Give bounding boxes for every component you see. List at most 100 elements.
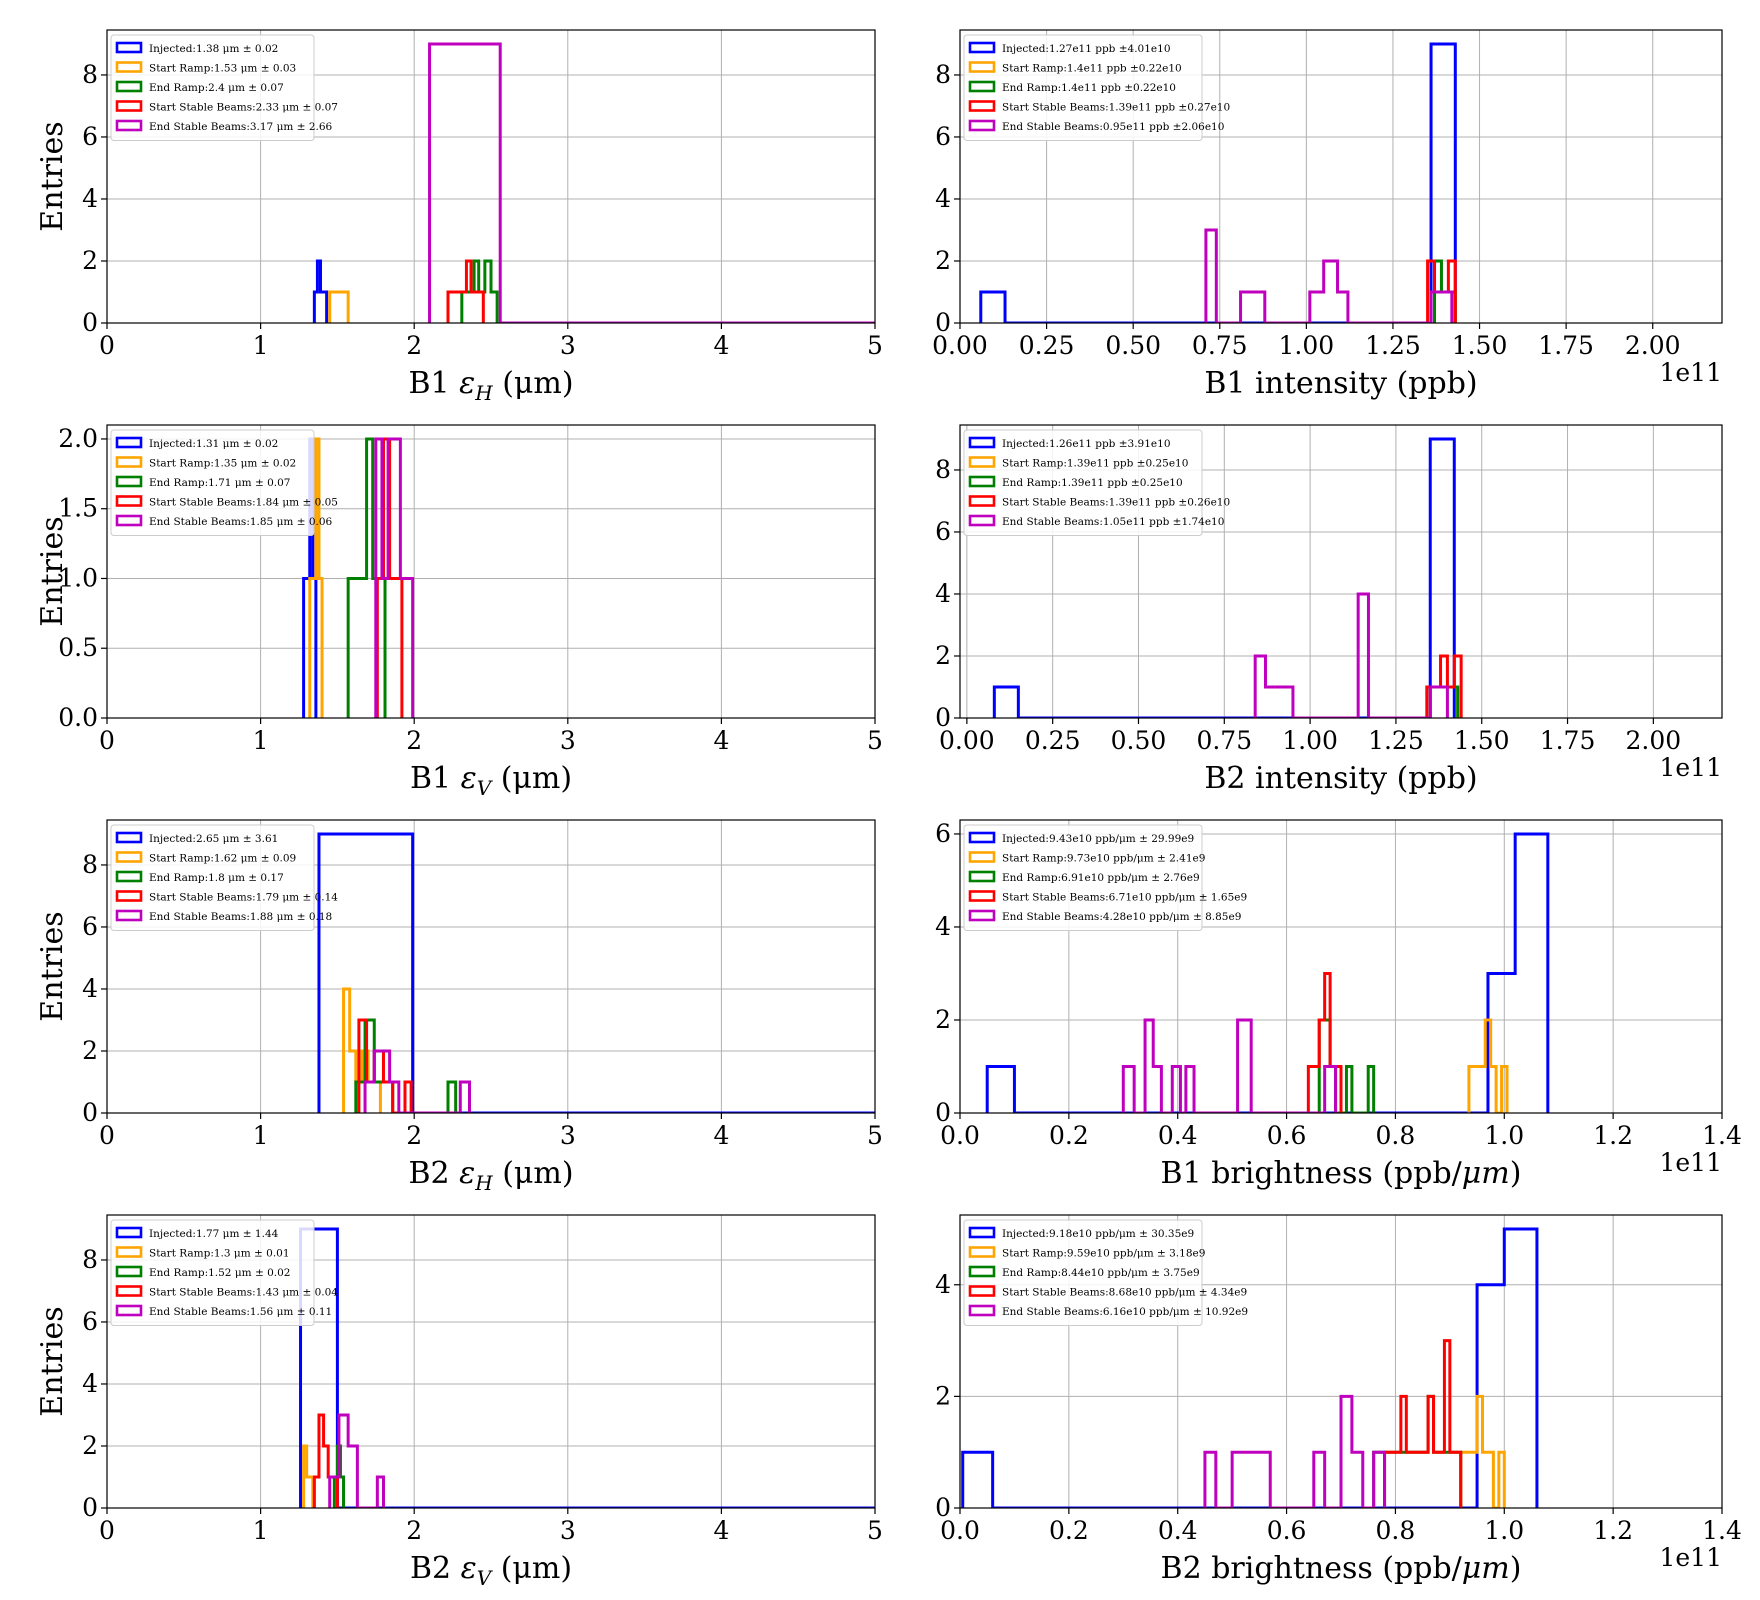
bars-group [302,437,415,718]
y-tick-label: 0 [935,1098,951,1127]
legend-swatch [968,100,996,112]
histogram-injected [979,42,1457,323]
x-tick-label: 5 [867,726,883,755]
legend-swatch [968,831,996,844]
y-tick-label: 6 [935,122,951,151]
x-axis-label: B2 εV (μm) [410,1551,572,1590]
legend-swatch [115,100,143,112]
histogram-injected [312,259,329,323]
x-tick-label: 0.0 [940,1121,980,1150]
plot-frame [959,819,1723,1114]
x-tick-label: 1 [253,1121,269,1150]
legend-entry: Injected:1.38 μm ± 0.02 [149,43,278,55]
legend-swatch [115,475,143,488]
legend-swatch [968,909,996,922]
y-tick-label: 8 [935,455,951,484]
subplot-7: 0 1 2 3 4 5 0 2 4 6 8 B2 εV (μm) Entries Injected:1.7… [35,1214,883,1590]
legend-entry: End Stable Beams:0.95e11 ppb ±2.06e10 [1002,121,1224,133]
legend-entry: Start Ramp:1.62 μm ± 0.09 [149,853,296,865]
x-tick-label: 3 [560,726,576,755]
x-tick-label: 1.25 [1365,331,1421,360]
y-tick-label: 2 [82,1431,98,1460]
x-tick-label: 2.00 [1625,331,1681,360]
legend-entry: End Stable Beams:1.88 μm ± 0.18 [149,911,332,923]
x-tick-label: 1.2 [1593,1516,1633,1545]
legend-swatch [968,514,996,527]
legend-swatch [115,909,143,922]
bars-group [317,832,875,1113]
x-axis-label: B1 εH (μm) [408,366,573,405]
legend-swatch [115,1304,143,1317]
histogram-end-stable-beams [1204,228,1454,323]
legend-entry: Injected:9.43e10 ppb/μm ± 29.99e9 [1002,833,1194,845]
subplot-8: 0.0 0.2 0.4 0.6 0.8 1.0 1.2 1.4 0 2 4 B2 brightness… [935,1214,1742,1586]
x-tick-label: 2 [406,1516,422,1545]
histogram-start-ramp [1459,1394,1506,1508]
legend-entry: Start Ramp:1.53 μm ± 0.03 [149,63,296,75]
y-tick-label: 2 [935,1381,951,1410]
x-tick-label: 0.8 [1376,1516,1416,1545]
legend-swatch [115,851,143,863]
legend-swatch [115,1265,143,1278]
y-tick-label: 4 [82,974,98,1003]
x-tick-label: 1.0 [1484,1516,1524,1545]
axis-offset-text: 1e11 [1659,358,1722,387]
legend-swatch [115,1226,143,1239]
x-tick-label: 5 [867,331,883,360]
x-tick-label: 0.00 [932,331,988,360]
y-tick-label: 6 [82,912,98,941]
legend-swatch [115,61,143,73]
legend-entry: Start Ramp:1.3 μm ± 0.01 [149,1248,290,1260]
x-tick-label: 3 [560,1121,576,1150]
legend-box [963,1219,1203,1326]
legend-swatch [968,1246,996,1258]
y-tick-label: 2 [935,641,951,670]
legend-entry: Injected:1.27e11 ppb ±4.01e10 [1002,43,1171,55]
plot-frame [106,424,876,719]
legend-entry: End Ramp:8.44e10 ppb/μm ± 3.75e9 [1002,1267,1200,1279]
legend-entry: Start Ramp:1.35 μm ± 0.02 [149,458,296,470]
y-tick-label: 2 [82,246,98,275]
x-tick-label: 3 [560,1516,576,1545]
x-tick-label: 0 [99,1516,115,1545]
y-tick-label: 6 [935,819,951,848]
legend-entry: End Ramp:1.52 μm ± 0.02 [149,1267,290,1279]
legend-swatch [115,831,143,844]
legend-swatch [968,1285,996,1297]
legend-swatch [968,41,996,54]
y-axis-label: Entries [35,121,70,231]
x-tick-label: 0.2 [1049,1516,1089,1545]
legend-entry: Injected:1.31 μm ± 0.02 [149,438,278,450]
legend-swatch [115,1246,143,1258]
legend-entry: End Ramp:1.8 μm ± 0.17 [149,872,284,884]
x-axis-label: B1 intensity (ppb) [1204,366,1477,401]
legend-swatch [115,41,143,54]
x-tick-label: 0.75 [1192,331,1248,360]
subplot-2: 0.00 0.25 0.50 0.75 1.00 1.25 1.50 1.75 2.00 0 2 4 6… [932,29,1723,401]
legend-entry: Injected:9.18e10 ppb/μm ± 30.35e9 [1002,1228,1194,1240]
legend-swatch [968,870,996,883]
subplot-6: 0.0 0.2 0.4 0.6 0.8 1.0 1.2 1.4 0 2 4 6 B1 brightnes… [935,819,1742,1191]
histogram-end-ramp [1317,1018,1376,1113]
x-tick-label: 1.4 [1702,1516,1742,1545]
x-tick-label: 1.75 [1538,331,1594,360]
y-tick-label: 2 [935,246,951,275]
y-tick-label: 4 [935,912,951,941]
legend-swatch [115,870,143,883]
y-tick-label: 6 [82,122,98,151]
legend: Injected:1.38 μm ± 0.02 Start Ramp:1.53 μ… [110,34,338,141]
legend-entry: Start Stable Beams:1.39e11 ppb ±0.26e10 [1002,497,1230,509]
legend-entry: Start Ramp:9.73e10 ppb/μm ± 2.41e9 [1002,853,1205,865]
x-tick-label: 5 [867,1121,883,1150]
legend-swatch [115,514,143,527]
legend-entry: Start Stable Beams:1.39e11 ppb ±0.27e10 [1002,102,1230,114]
y-tick-label: 2 [82,1036,98,1065]
x-axis-label: B2 εH (μm) [408,1156,573,1195]
subplot-5: 0 1 2 3 4 5 0 2 4 6 8 B2 εH (μm) Entries Injected:2.6… [35,819,883,1195]
histogram-injected [985,832,1550,1113]
x-tick-label: 1.4 [1702,1121,1742,1150]
bars-group [992,437,1463,718]
legend-entry: End Stable Beams:1.05e11 ppb ±1.74e10 [1002,516,1224,528]
legend-swatch [968,851,996,863]
